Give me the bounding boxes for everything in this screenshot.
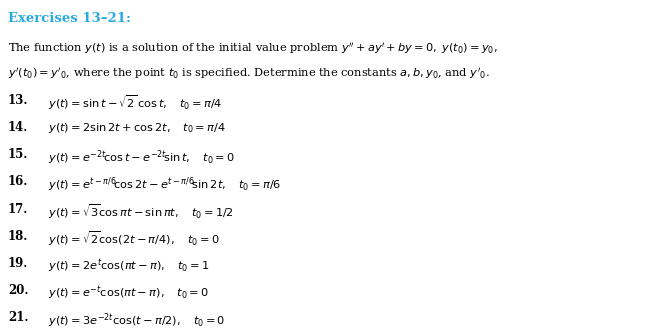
Text: $y(t) = 2\sin 2t + \cos 2t,$$\quad$$t_0 = \pi/4$: $y(t) = 2\sin 2t + \cos 2t,$$\quad$$t_0 … <box>48 121 226 135</box>
Text: $y'(t_0) = y'_0$, where the point $t_0$ is specified. Determine the constants $a: $y'(t_0) = y'_0$, where the point $t_0$ … <box>8 66 489 81</box>
Text: 19.: 19. <box>8 257 29 270</box>
Text: $y(t) = 2e^{t}\cos(\pi t - \pi),$$\quad$$t_0 = 1$: $y(t) = 2e^{t}\cos(\pi t - \pi),$$\quad$… <box>48 257 209 275</box>
Text: $y(t) = 3e^{-2t}\cos(t - \pi/2),$$\quad$$t_0 = 0$: $y(t) = 3e^{-2t}\cos(t - \pi/2),$$\quad$… <box>48 311 225 330</box>
Text: 15.: 15. <box>8 148 29 161</box>
Text: Exercises 13–21:: Exercises 13–21: <box>8 12 131 25</box>
Text: $y(t) = e^{-2t}\!\cos t - e^{-2t}\!\sin t,$$\quad$$t_0 = 0$: $y(t) = e^{-2t}\!\cos t - e^{-2t}\!\sin … <box>48 148 235 167</box>
Text: 17.: 17. <box>8 203 29 215</box>
Text: $y(t) = \sqrt{2}\cos(2t - \pi/4),$$\quad$$t_0 = 0$: $y(t) = \sqrt{2}\cos(2t - \pi/4),$$\quad… <box>48 230 219 248</box>
Text: 16.: 16. <box>8 175 29 188</box>
Text: $y(t) = e^{-t}\cos(\pi t - \pi),$$\quad$$t_0 = 0$: $y(t) = e^{-t}\cos(\pi t - \pi),$$\quad$… <box>48 284 209 302</box>
Text: $y(t) = \sqrt{3}\cos \pi t - \sin \pi t,$$\quad$$t_0 = 1/2$: $y(t) = \sqrt{3}\cos \pi t - \sin \pi t,… <box>48 203 234 221</box>
Text: 18.: 18. <box>8 230 29 243</box>
Text: The function $y(t)$ is a solution of the initial value problem $y'' + ay' + by =: The function $y(t)$ is a solution of the… <box>8 42 498 56</box>
Text: $y(t) = e^{t-\pi/6}\!\cos 2t - e^{t-\pi/6}\!\sin 2t,$$\quad$$t_0 = \pi/6$: $y(t) = e^{t-\pi/6}\!\cos 2t - e^{t-\pi/… <box>48 175 281 194</box>
Text: 14.: 14. <box>8 121 29 134</box>
Text: 13.: 13. <box>8 94 29 107</box>
Text: $y(t) = \sin t - \sqrt{2}\,\cos t,$$\quad$$t_0 = \pi/4$: $y(t) = \sin t - \sqrt{2}\,\cos t,$$\qua… <box>48 94 222 112</box>
Text: 20.: 20. <box>8 284 29 297</box>
Text: 21.: 21. <box>8 311 29 324</box>
